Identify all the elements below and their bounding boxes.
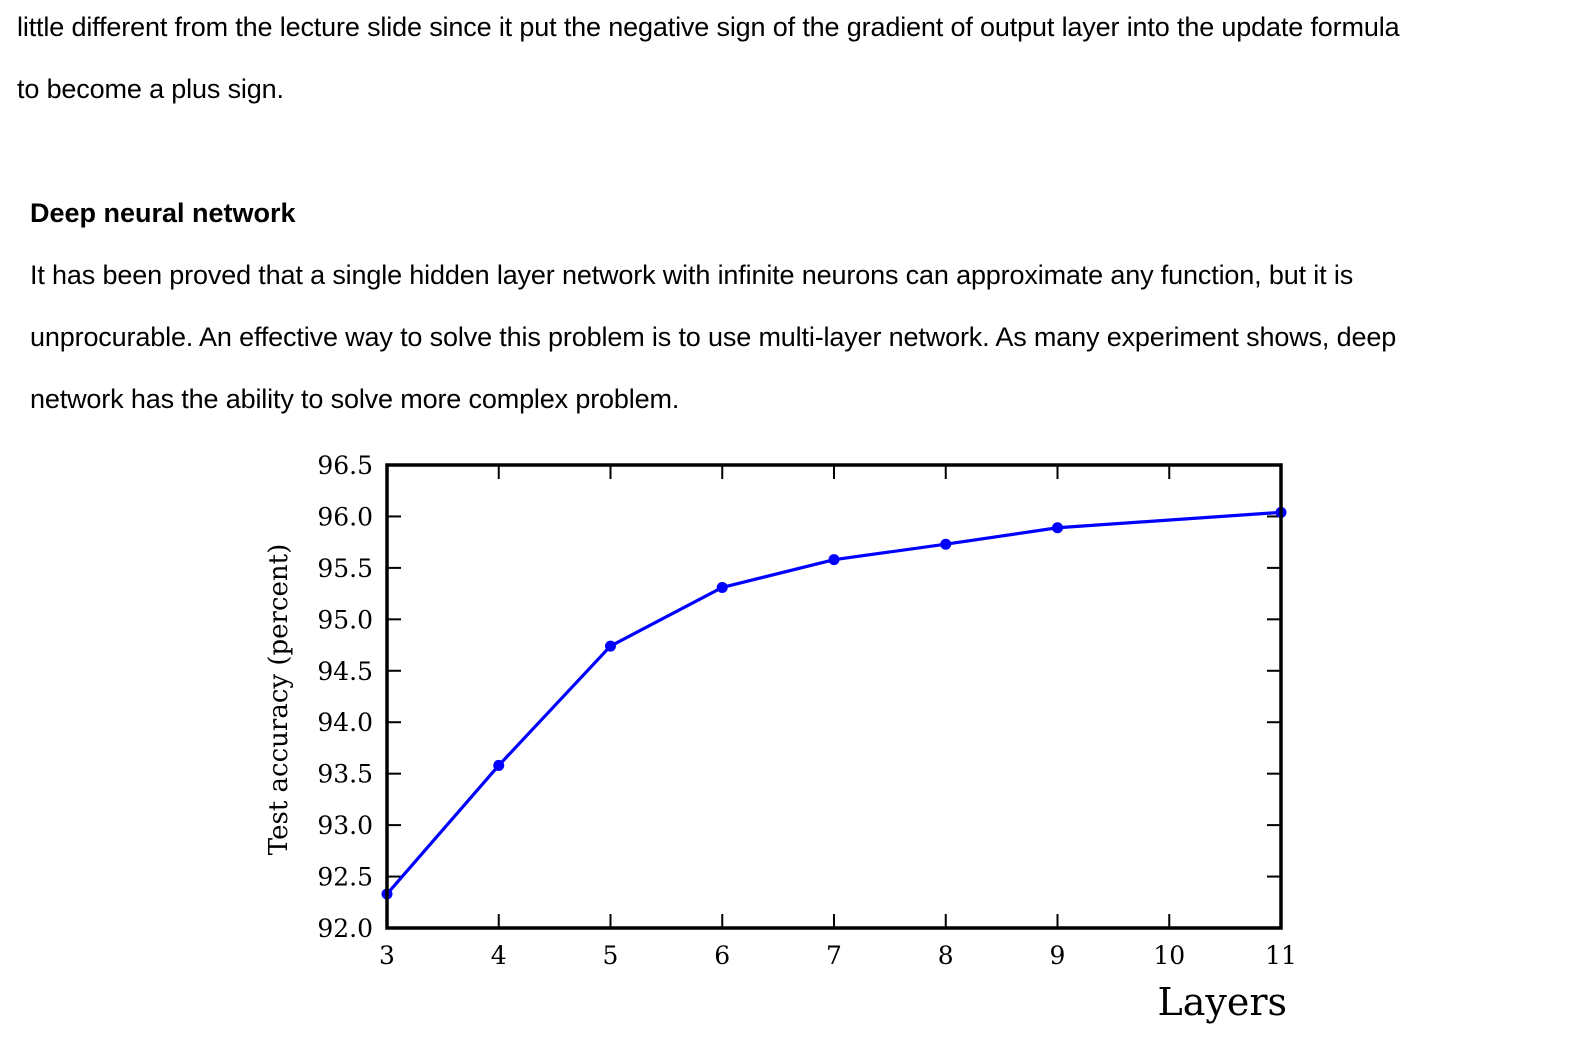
y-tick-label: 95.0: [317, 605, 373, 634]
x-tick-label: 8: [938, 941, 954, 970]
section-heading: Deep neural network: [30, 198, 296, 228]
data-point: [1052, 522, 1063, 534]
data-point: [940, 538, 952, 550]
x-tick-label: 5: [603, 941, 619, 970]
y-tick-label: 94.5: [317, 657, 373, 686]
y-axis-ticks: 92.0 92.5 93.0 93.5 94.0 94.5 95.0 95.5 96.0 96.5: [317, 451, 1281, 943]
series-line: [385, 510, 1282, 896]
x-tick-label: 7: [826, 941, 842, 970]
x-tick-label: 6: [714, 941, 730, 970]
y-tick-label: 96.5: [317, 451, 373, 480]
y-tick-label: 92.5: [317, 863, 373, 892]
y-tick-label: 96.0: [317, 502, 373, 531]
x-tick-label: 11: [1265, 941, 1297, 970]
data-point: [605, 640, 616, 652]
y-axis-label: Test accuracy (percent): [264, 544, 294, 855]
intro-line-1: little different from the lecture slide …: [17, 12, 1400, 42]
y-tick-label: 93.5: [317, 760, 373, 789]
intro-line-2: to become a plus sign.: [17, 74, 284, 104]
section-line-1: It has been proved that a single hidden …: [30, 260, 1354, 290]
series-points: [381, 506, 1287, 900]
data-point: [716, 581, 728, 593]
x-tick-label: 9: [1050, 941, 1066, 970]
data-point: [493, 759, 505, 771]
x-tick-label: 10: [1153, 941, 1185, 970]
x-axis-ticks: 3 4 5 6 7 8 9 10 11: [379, 465, 1297, 970]
y-tick-label: 94.0: [317, 708, 373, 737]
x-tick-label: 4: [491, 941, 507, 970]
y-tick-label: 95.5: [317, 554, 373, 583]
plot-frame: [385, 463, 1283, 930]
x-axis-label: Layers: [1157, 980, 1287, 1024]
section-line-3: network has the ability to solve more co…: [30, 384, 680, 414]
x-tick-label: 3: [379, 941, 395, 970]
section-line-2: unprocurable. An effective way to solve …: [30, 322, 1397, 352]
y-tick-label: 92.0: [317, 914, 373, 943]
data-point: [828, 554, 840, 566]
y-tick-label: 93.0: [317, 811, 373, 840]
